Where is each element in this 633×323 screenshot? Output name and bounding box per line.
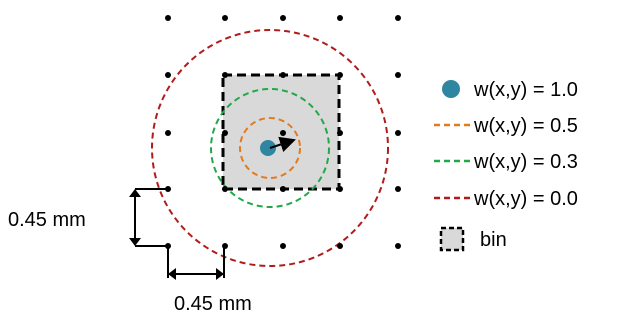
horizontal-dimension: 0.45 mm [167, 246, 252, 315]
grid-dot [337, 15, 343, 21]
circle-weight-0-0 [151, 29, 389, 267]
horizontal-dimension-label: 0.45 mm [174, 293, 252, 315]
grid-dot [395, 72, 401, 78]
grid-dot [280, 243, 286, 249]
grid-dot [280, 72, 286, 78]
legend-symbol-weight-1-0 [442, 80, 460, 98]
legend-label-weight-0-5: w(x,y) = 0.5 [473, 115, 578, 137]
legend-label-weight-1-0: w(x,y) = 1.0 [473, 79, 578, 101]
grid-dot [280, 130, 286, 136]
center-point [260, 140, 276, 156]
grid-dot [395, 15, 401, 21]
grid-dot [337, 130, 343, 136]
grid-dot [395, 186, 401, 192]
legend-label-weight-0-0: w(x,y) = 0.0 [473, 188, 578, 210]
grid-dot [337, 186, 343, 192]
grid-dot [222, 186, 228, 192]
grid-dot [395, 243, 401, 249]
grid-dot [337, 243, 343, 249]
legend-label-weight-0-3: w(x,y) = 0.3 [473, 151, 578, 173]
legend-symbol-bin [439, 226, 465, 252]
circle-weight-0-3 [210, 88, 330, 208]
grid-dot [222, 72, 228, 78]
grid-dot [337, 72, 343, 78]
vertical-dimension-label: 0.45 mm [8, 209, 86, 231]
grid-dot [395, 130, 401, 136]
grid-dot [222, 130, 228, 136]
circle-weight-0-5 [239, 117, 301, 179]
legend-label-bin: bin [480, 229, 507, 251]
vertical-dimension: 0.45 mm [8, 188, 168, 247]
grid-dot [280, 15, 286, 21]
legend: w(x,y) = 1.0 w(x,y) = 0.5 w(x,y) = 0.3 w… [434, 79, 578, 252]
grid-dot [165, 15, 171, 21]
grid-dots [165, 15, 401, 249]
grid-dot [165, 130, 171, 136]
radius-arrow [269, 136, 296, 153]
grid-dot [280, 186, 286, 192]
grid-dot [165, 72, 171, 78]
grid-dot [222, 15, 228, 21]
